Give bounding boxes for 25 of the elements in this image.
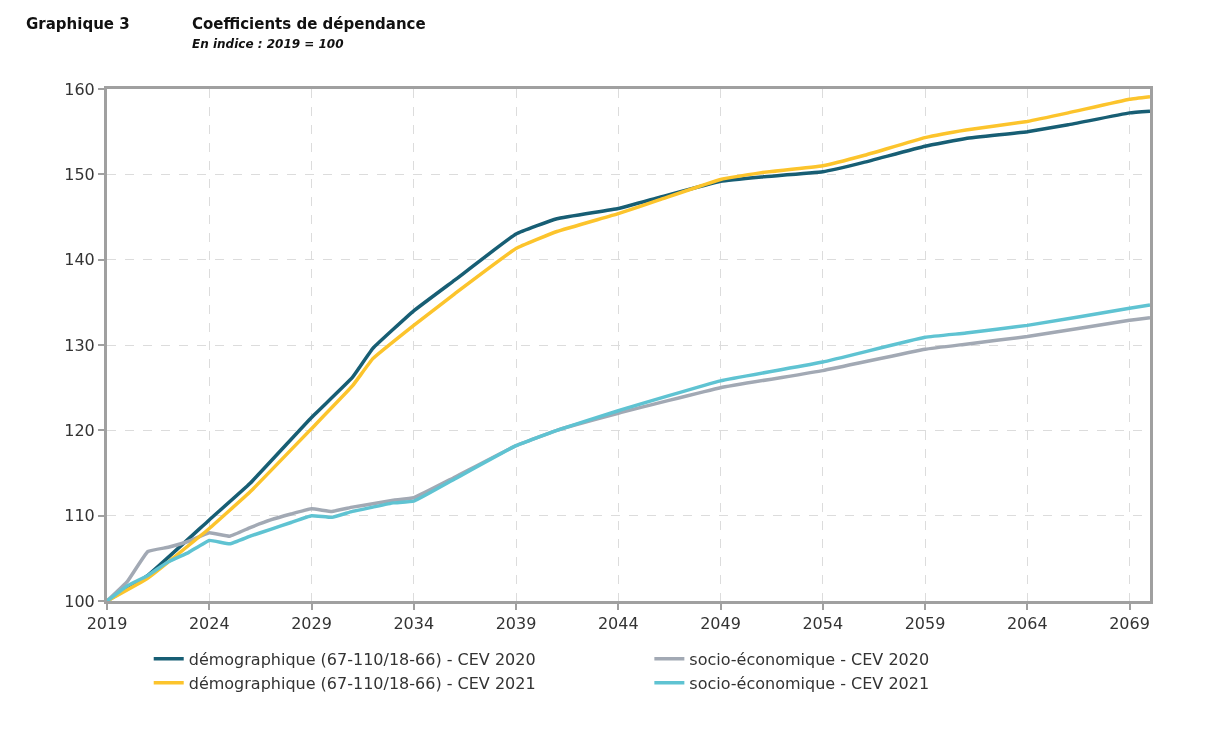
- x-tick-label: 2034: [393, 614, 435, 634]
- y-tick-label: 110: [64, 506, 95, 526]
- legend-label: démographique (67-110/18-66) - CEV 2020: [188, 650, 536, 670]
- y-tick-label: 140: [64, 250, 95, 270]
- x-tick-label: 2039: [495, 614, 537, 634]
- legend-label: démographique (67-110/18-66) - CEV 2021: [188, 673, 536, 693]
- x-tick-label: 2029: [291, 614, 332, 634]
- text: Graphique 3: [26, 15, 130, 33]
- legend-label: socio-économique - CEV 2021: [689, 673, 930, 693]
- x-tick-label: 2064: [1006, 614, 1048, 634]
- legend-label: socio-économique - CEV 2020: [689, 650, 930, 670]
- chart-subtitle: En indice : 2019 = 100: [192, 37, 344, 51]
- y-tick-label: 100: [64, 591, 95, 611]
- x-tick-label: 2044: [597, 614, 639, 634]
- x-tick-label: 2049: [700, 614, 741, 634]
- x-tick-label: 2024: [188, 614, 230, 634]
- y-tick-label: 150: [64, 164, 95, 184]
- y-tick-label: 160: [64, 79, 95, 99]
- chart-title: Coefficients de dépendance: [192, 15, 426, 33]
- x-tick-label: 2054: [802, 614, 844, 634]
- y-tick-label: 130: [64, 335, 95, 355]
- x-tick-label: 2019: [86, 614, 128, 634]
- y-tick-label: 120: [64, 420, 95, 440]
- x-tick-label: 2059: [904, 614, 946, 634]
- x-tick-label: 2069: [1109, 614, 1150, 634]
